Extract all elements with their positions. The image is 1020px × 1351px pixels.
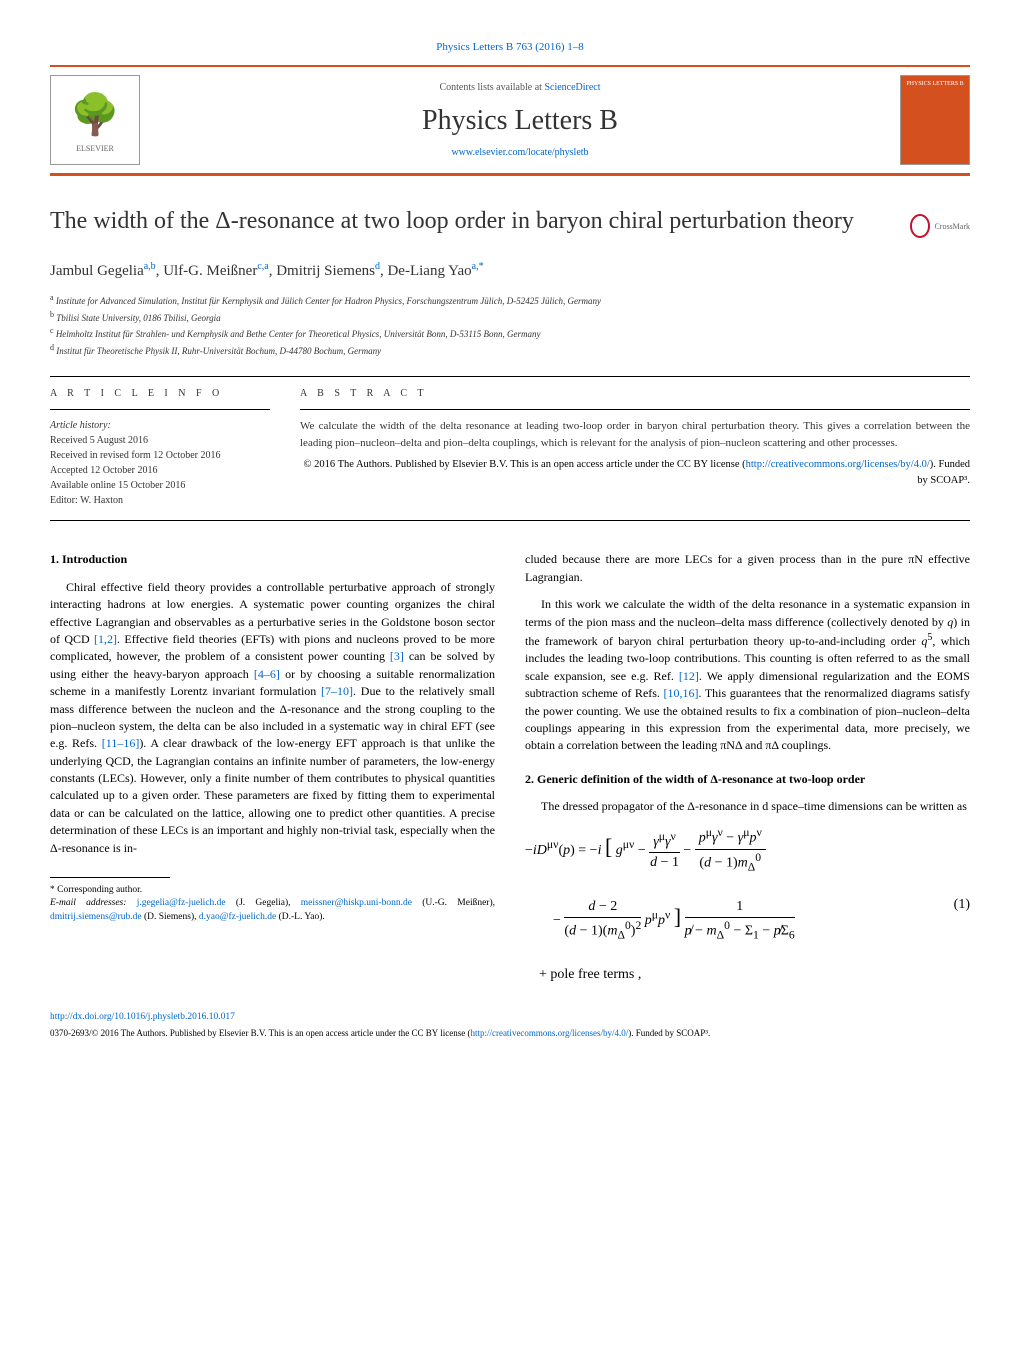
citation-link[interactable]: [10,16] (663, 686, 698, 700)
license-link[interactable]: http://creativecommons.org/licenses/by/4… (470, 1028, 628, 1038)
license-link[interactable]: http://creativecommons.org/licenses/by/4… (746, 459, 930, 470)
publisher-logo[interactable]: 🌳 ELSEVIER (50, 75, 140, 165)
equation-number: (1) (954, 895, 970, 915)
journal-title: Physics Letters B (140, 101, 900, 140)
author: Ulf-G. Meißner (163, 263, 257, 279)
journal-homepage-link[interactable]: www.elsevier.com/locate/physletb (451, 147, 588, 158)
right-column: cluded because there are more LECs for a… (525, 551, 970, 995)
publisher-name: ELSEVIER (76, 143, 114, 154)
abstract-heading: A B S T R A C T (300, 387, 970, 401)
citation-link[interactable]: [4–6] (254, 667, 280, 681)
footnote-divider (50, 877, 170, 878)
journal-ref-link[interactable]: Physics Letters B 763 (2016) 1–8 (436, 41, 584, 53)
history-label: Article history: (50, 418, 270, 433)
citation-link[interactable]: [7–10] (321, 684, 353, 698)
doi-line: http://dx.doi.org/10.1016/j.physletb.201… (50, 1011, 970, 1024)
left-column: 1. Introduction Chiral effective field t… (50, 551, 495, 995)
equation: −iDμν(p) = −i [ gμν − γμγνd − 1 − pμγν −… (525, 825, 970, 985)
author-aff-marker[interactable]: a,* (472, 261, 484, 272)
section-heading: 2. Generic definition of the width of Δ-… (525, 771, 970, 788)
affiliation-list: a Institute for Advanced Simulation, Ins… (50, 292, 970, 358)
contents-line: Contents lists available at ScienceDirec… (140, 81, 900, 95)
accepted-date: Accepted 12 October 2016 (50, 463, 270, 478)
citation-link[interactable]: [12] (679, 669, 699, 683)
online-date: Available online 15 October 2016 (50, 478, 270, 493)
citation-link[interactable]: [11–16] (102, 736, 140, 750)
author-aff-marker[interactable]: a,b (144, 261, 156, 272)
author-list: Jambul Gegeliaa,b, Ulf-G. Meißnerc,a, Dm… (50, 260, 970, 282)
paragraph: In this work we calculate the width of t… (525, 596, 970, 755)
paragraph: Chiral effective field theory provides a… (50, 579, 495, 857)
divider (50, 376, 970, 377)
journal-header: 🌳 ELSEVIER Contents lists available at S… (50, 65, 970, 176)
article-info-heading: A R T I C L E I N F O (50, 387, 270, 401)
corresponding-author-note: * Corresponding author. (50, 884, 495, 897)
doi-link[interactable]: http://dx.doi.org/10.1016/j.physletb.201… (50, 1012, 235, 1022)
journal-reference: Physics Letters B 763 (2016) 1–8 (50, 40, 970, 55)
author: Dmitrij Siemens (276, 263, 375, 279)
affiliation: a Institute for Advanced Simulation, Ins… (50, 292, 970, 309)
author-aff-marker[interactable]: d (375, 261, 380, 272)
paragraph: cluded because there are more LECs for a… (525, 551, 970, 586)
email-link[interactable]: meissner@hiskp.uni-bonn.de (301, 898, 412, 908)
section-heading: 1. Introduction (50, 551, 495, 568)
body-columns: 1. Introduction Chiral effective field t… (50, 551, 970, 995)
citation-link[interactable]: [1,2] (94, 632, 117, 646)
author: Jambul Gegelia (50, 263, 144, 279)
author: De-Liang Yao (387, 263, 471, 279)
affiliation: b Tbilisi State University, 0186 Tbilisi… (50, 309, 970, 326)
editor: Editor: W. Haxton (50, 493, 270, 508)
affiliation: d Institut für Theoretische Physik II, R… (50, 342, 970, 359)
email-link[interactable]: dmitrij.siemens@rub.de (50, 912, 142, 922)
citation-link[interactable]: [3] (390, 649, 404, 663)
revised-date: Received in revised form 12 October 2016 (50, 448, 270, 463)
email-link[interactable]: d.yao@fz-juelich.de (199, 912, 276, 922)
sciencedirect-link[interactable]: ScienceDirect (544, 82, 600, 93)
crossmark-badge[interactable]: CrossMark (910, 206, 970, 246)
abstract-copyright: © 2016 The Authors. Published by Elsevie… (300, 457, 970, 489)
affiliation: c Helmholtz Institut für Strahlen- und K… (50, 325, 970, 342)
email-addresses: E-mail addresses: j.gegelia@fz-juelich.d… (50, 897, 495, 924)
crossmark-icon (910, 214, 930, 238)
copyright-line: 0370-2693/© 2016 The Authors. Published … (50, 1027, 970, 1040)
elsevier-tree-icon: 🌳 (70, 87, 120, 143)
article-title: The width of the Δ-resonance at two loop… (50, 206, 910, 237)
journal-cover-thumbnail[interactable]: PHYSICS LETTERS B (900, 75, 970, 165)
abstract-text: We calculate the width of the delta reso… (300, 418, 970, 451)
article-info-column: A R T I C L E I N F O Article history: R… (50, 387, 270, 508)
received-date: Received 5 August 2016 (50, 433, 270, 448)
email-link[interactable]: j.gegelia@fz-juelich.de (137, 898, 226, 908)
abstract-column: A B S T R A C T We calculate the width o… (300, 387, 970, 508)
author-aff-marker[interactable]: c,a (257, 261, 268, 272)
paragraph: The dressed propagator of the Δ-resonanc… (525, 798, 970, 815)
divider (50, 520, 970, 521)
